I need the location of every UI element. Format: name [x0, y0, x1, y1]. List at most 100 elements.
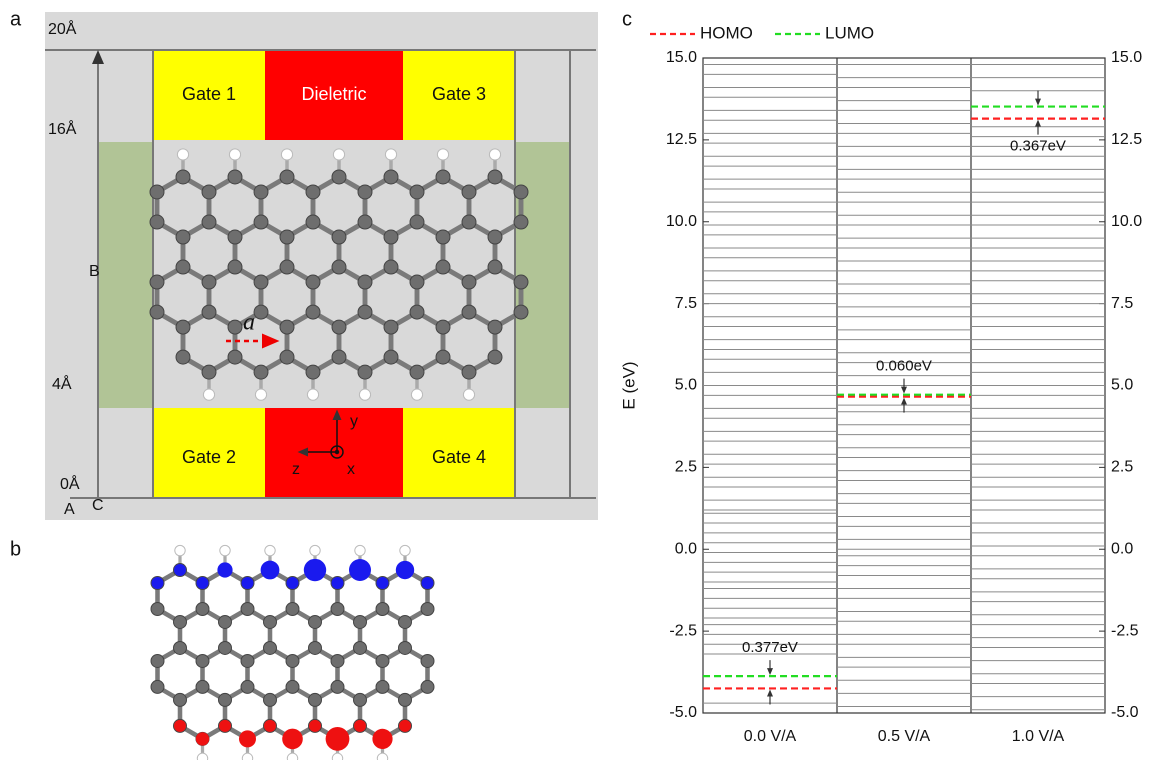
orbital: [174, 720, 186, 732]
atom: [176, 350, 190, 364]
atom: [264, 641, 277, 654]
atom: [421, 680, 434, 693]
y2-tick-label: 5.0: [1111, 377, 1133, 394]
axis-label: y: [350, 413, 358, 430]
hydrogen: [307, 389, 318, 400]
gate-label: Gate 2: [182, 447, 236, 467]
atom: [488, 320, 502, 334]
orbital: [354, 720, 366, 732]
orbital: [309, 720, 321, 732]
gap-annotation: 0.060eV: [876, 358, 932, 375]
hydrogen: [175, 545, 185, 555]
atom: [151, 654, 164, 667]
hydrogen: [385, 149, 396, 160]
atom: [254, 275, 268, 289]
dielectric: [265, 408, 403, 498]
atom: [176, 170, 190, 184]
x-tick-label: 0.0 V/A: [744, 728, 797, 745]
orbital: [422, 577, 434, 589]
atom: [286, 654, 299, 667]
hydrogen: [400, 545, 410, 555]
atom: [462, 185, 476, 199]
x-tick-label: 0.5 V/A: [878, 728, 931, 745]
orbital: [332, 577, 344, 589]
hydrogen: [332, 753, 342, 760]
gap-annotation: 0.367eV: [1010, 138, 1066, 155]
hydrogen: [437, 149, 448, 160]
atom: [410, 215, 424, 229]
atom: [332, 170, 346, 184]
atom: [306, 365, 320, 379]
atom: [228, 320, 242, 334]
orbital: [287, 577, 299, 589]
atom: [410, 275, 424, 289]
atom: [436, 260, 450, 274]
atom: [196, 680, 209, 693]
dim-label: 0Å: [60, 474, 80, 493]
y2-tick-label: 0.0: [1111, 540, 1133, 557]
y2-tick-label: 10.0: [1111, 213, 1142, 230]
atom: [280, 350, 294, 364]
hydrogen: [377, 753, 387, 760]
atom: [280, 320, 294, 334]
atom: [151, 680, 164, 693]
atom: [436, 170, 450, 184]
atom: [228, 230, 242, 244]
atom: [514, 275, 528, 289]
atom: [150, 185, 164, 199]
panel-label: b: [10, 538, 21, 560]
dim-label: 16Å: [48, 119, 77, 138]
y-axis-label: E (eV): [619, 361, 638, 409]
orbital: [197, 577, 209, 589]
bond-label: a: [243, 310, 255, 336]
orbital: [239, 730, 256, 747]
orbital: [217, 562, 232, 577]
atom: [514, 305, 528, 319]
atom: [150, 215, 164, 229]
y2-tick-label: -5.0: [1111, 704, 1139, 721]
atom: [241, 654, 254, 667]
atom: [384, 170, 398, 184]
atom: [306, 215, 320, 229]
orbital: [264, 720, 276, 732]
y-tick-label: 0.0: [675, 540, 697, 557]
atom: [354, 615, 367, 628]
atom: [241, 602, 254, 615]
atom: [399, 615, 412, 628]
atom: [196, 602, 209, 615]
atom: [150, 275, 164, 289]
y-tick-label: 5.0: [675, 377, 697, 394]
atom: [306, 305, 320, 319]
legend-label: HOMO: [700, 23, 753, 42]
hydrogen: [310, 545, 320, 555]
gate-label: Dieletric: [301, 84, 366, 104]
atom: [358, 185, 372, 199]
atom: [219, 641, 232, 654]
orbital: [304, 559, 326, 581]
atom: [514, 185, 528, 199]
atom: [219, 693, 232, 706]
atom: [376, 680, 389, 693]
hydrogen: [355, 545, 365, 555]
panel-label: c: [622, 8, 632, 30]
atom: [219, 615, 232, 628]
y-tick-label: 2.5: [675, 459, 697, 476]
atom: [196, 654, 209, 667]
y2-tick-label: 12.5: [1111, 131, 1142, 148]
orbital: [377, 577, 389, 589]
hydrogen: [229, 149, 240, 160]
atom: [332, 350, 346, 364]
atom: [399, 641, 412, 654]
panel-a: a 20Å 16Å 4Å 0Å A B C Gate 1 Dieletric G…: [10, 8, 598, 520]
atom: [306, 275, 320, 289]
atom: [384, 350, 398, 364]
atom: [376, 654, 389, 667]
atom: [264, 693, 277, 706]
hydrogen: [255, 389, 266, 400]
y-tick-label: -2.5: [669, 622, 697, 639]
atom: [228, 260, 242, 274]
atom: [376, 602, 389, 615]
panel-b: b: [10, 538, 434, 760]
atom: [436, 350, 450, 364]
atom: [241, 680, 254, 693]
